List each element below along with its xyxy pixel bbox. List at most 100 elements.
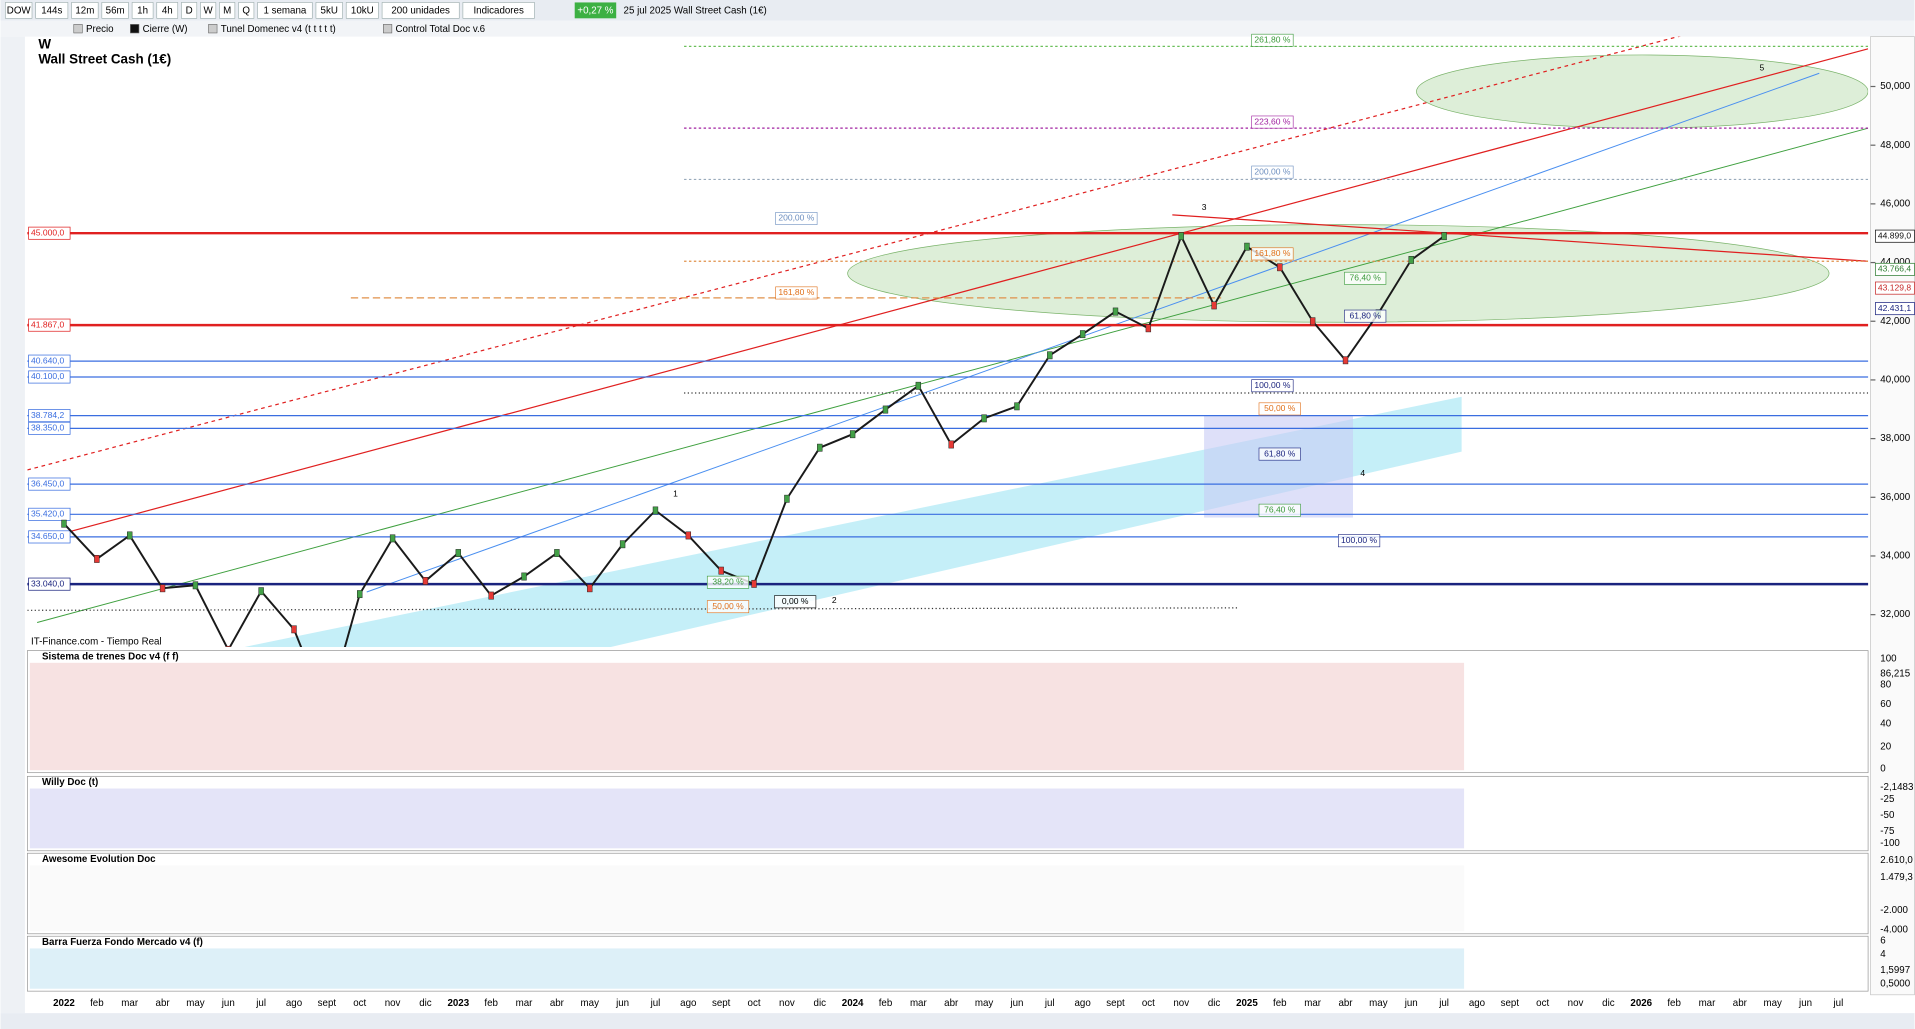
candle [554,549,560,557]
candle [948,440,954,449]
indicator-band [29,788,1465,849]
indicator-band [29,662,1465,771]
fib-label: 161,80 % [1254,248,1290,258]
toolbar-button[interactable] [238,2,255,19]
fib-label-box [1251,379,1294,393]
toolbar-button-label[interactable]: 200 unidades [391,6,450,17]
level-label: 38.350,0 [31,423,64,433]
toolbar-button[interactable] [381,2,460,19]
fib-label: 100,00 % [1341,535,1377,545]
x-tick-label: jun [1404,998,1418,1009]
fib-label-box [1338,534,1381,548]
indicator-band [29,865,1465,932]
chart-period: W [38,37,51,52]
toolbar-button[interactable] [35,2,69,19]
toolbar-button-label[interactable]: 56m [106,6,125,17]
toolbar-button[interactable] [101,2,129,19]
candle [1211,301,1217,310]
toolbar-button[interactable] [200,2,217,19]
panel-title: Barra Fuerza Fondo Mercado v4 (f) [42,937,203,948]
toolbar-button-label[interactable]: 1 semana [264,6,307,17]
legend-swatch [383,24,393,34]
x-tick-label: may [1369,998,1388,1009]
x-tick-label: dic [1602,998,1615,1009]
candle [981,414,987,423]
fib-label-box [1251,247,1294,261]
y-tick-label: 36,000 [1880,492,1910,503]
x-tick-label: nov [1568,998,1584,1009]
y-tick-label: 48,000 [1880,140,1910,151]
ellipse [847,224,1830,323]
legend-swatch [73,24,83,34]
x-tick-label: sept [1501,998,1520,1009]
toolbar-button[interactable] [156,2,179,19]
candle [1408,256,1414,264]
level-label-box [28,354,71,368]
candle [718,566,724,575]
source: IT-Finance.com - Tiempo Real [31,637,162,648]
x-tick-label: mar [910,998,928,1009]
candle [94,555,100,563]
toolbar-button[interactable] [5,2,33,19]
candle [1145,324,1152,333]
panel-tick-label: 86,215 [1880,668,1910,679]
candle [127,531,133,540]
x-tick-label: mar [121,998,139,1009]
fib-label: 50,00 % [1264,403,1296,413]
level-label-box [28,318,71,332]
y-tick-label: 42,000 [1880,316,1910,327]
panel-title: Willy Doc (t) [42,777,98,788]
legend-entry[interactable]: Control Total Doc v.6 [396,24,486,35]
toolbar-button[interactable] [257,2,313,19]
indicator-band [29,948,1465,989]
toolbar-button[interactable] [181,2,198,19]
toolbar-button[interactable] [315,2,343,19]
panel-title: Awesome Evolution Doc [42,854,156,865]
toolbar-button-label[interactable]: M [223,6,231,17]
toolbar-button-label[interactable]: D [186,6,193,17]
toolbar-button-label[interactable]: W [204,6,214,17]
toolbar-button[interactable] [462,2,535,19]
toolbar-button-label[interactable]: 10kU [351,6,374,17]
toolbar-button-label[interactable]: 144s [41,6,62,17]
toolbar-button-label[interactable]: 1h [137,6,148,17]
x-tick-label: abr [550,998,565,1009]
fib-label-box [1251,115,1294,129]
toolbar-button-label[interactable]: 5kU [321,6,338,17]
toolbar-button-label[interactable]: Indicadores [473,6,524,17]
toolbar-button[interactable] [131,2,154,19]
fib-label: 223,60 % [1254,116,1290,126]
x-tick-label: mar [1699,998,1717,1009]
toolbar-button-label[interactable]: Q [242,6,250,17]
level-label-box [28,477,71,491]
x-tick-label: feb [1273,998,1287,1009]
panel-tick-label: 6 [1880,936,1885,947]
toolbar-button-label[interactable]: 12m [75,6,94,17]
toolbar-button-label[interactable]: DOW [7,6,32,17]
instrument: 25 jul 2025 Wall Street Cash (1€) [624,6,767,17]
x-tick-label: mar [516,998,534,1009]
toolbar-button[interactable] [71,2,99,19]
x-tick-label: 2026 [1630,998,1652,1009]
toolbar-button[interactable] [345,2,379,19]
toolbar-button-label[interactable]: 4h [162,6,173,17]
toolbar-button[interactable] [219,2,236,19]
x-tick-label: nov [1173,998,1189,1009]
candle [882,405,889,414]
legend-entry[interactable]: Precio [86,24,114,35]
x-tick-label: feb [879,998,893,1009]
candle [685,531,692,540]
panel-tick-label: 4 [1880,949,1886,960]
legend-swatch [208,24,218,34]
trend-line [49,48,1869,538]
price-axis [1870,36,1915,996]
legend-entry[interactable]: Tunel Domenec v4 (t t t t t) [221,24,336,35]
x-tick-label: jul [255,998,266,1009]
candle [1014,402,1020,411]
x-tick-label: 2023 [447,998,469,1009]
candle [1079,330,1086,339]
panel-tick-label: 100 [1880,654,1897,665]
legend-entry[interactable]: Cierre (W) [143,24,188,35]
wave-label: 2 [832,595,837,605]
